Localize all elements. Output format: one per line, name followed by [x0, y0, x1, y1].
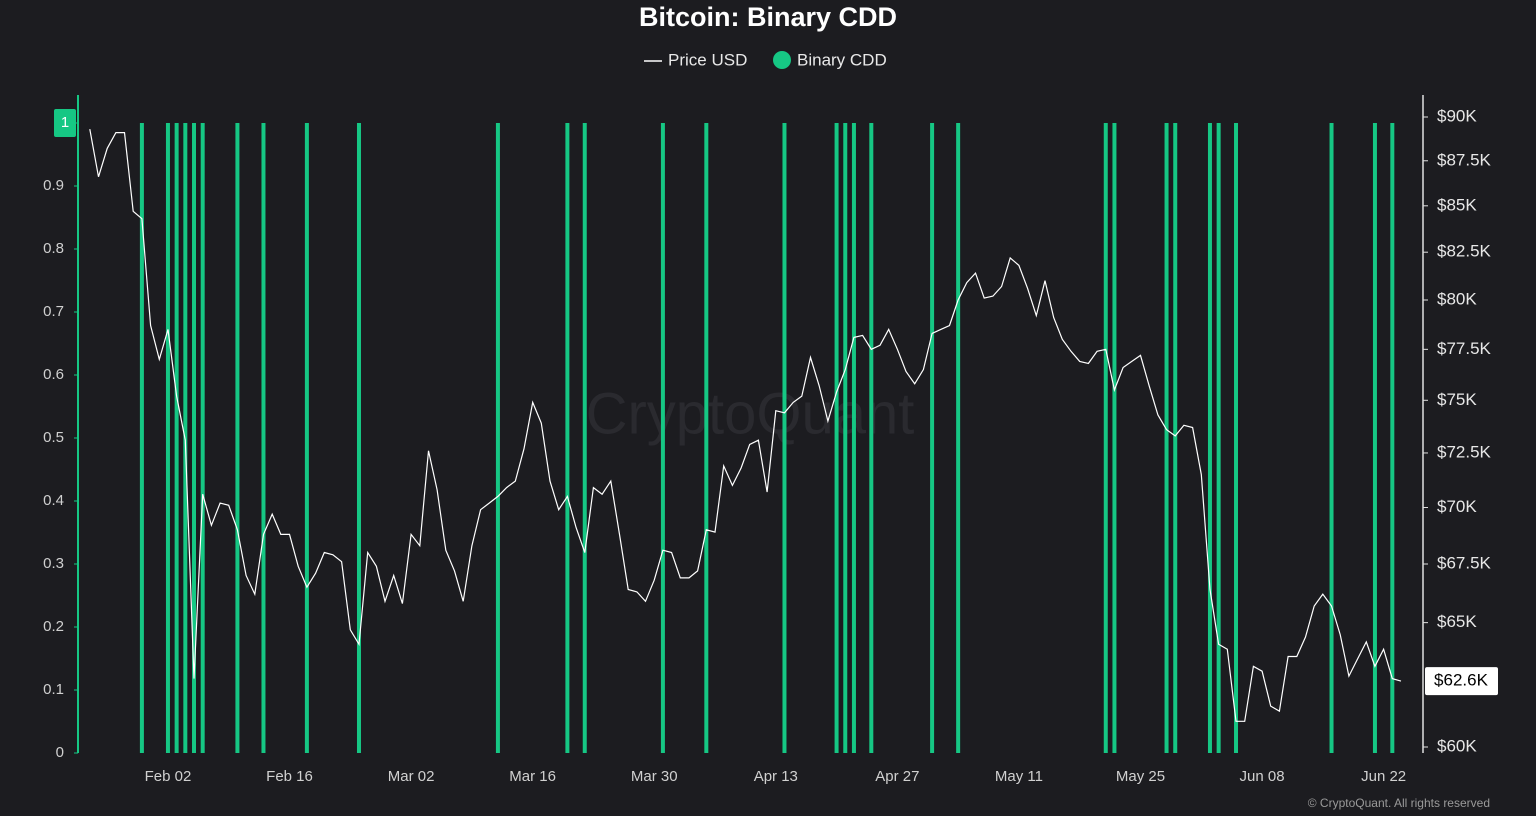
cdd-bar [869, 123, 874, 753]
cdd-bar [139, 123, 144, 753]
y-tick-highlight [54, 109, 76, 137]
y-tick-label: 0.9 [43, 177, 64, 194]
watermark: CryptoQuant [586, 381, 915, 446]
x-tick-label: Feb 02 [145, 768, 192, 785]
y2-tick-label: $70K [1437, 497, 1477, 516]
price-line [89, 128, 1402, 722]
y-tick-label: 0.2 [43, 618, 64, 635]
y-tick-label: 0.3 [43, 555, 64, 572]
y2-tick-label: $85K [1437, 195, 1477, 214]
chart-title: Bitcoin: Binary CDD [639, 2, 897, 32]
y2-tick-label: $77.5K [1437, 339, 1492, 358]
cdd-bar [956, 123, 961, 753]
cdd-bar [704, 123, 709, 753]
x-tick-label: Mar 16 [509, 768, 556, 785]
y2-tick-label: $65K [1437, 612, 1477, 631]
y2-tick-label: $80K [1437, 289, 1477, 308]
cdd-bar [1372, 123, 1377, 753]
cdd-bar [1112, 123, 1117, 753]
cdd-bar [174, 123, 179, 753]
cdd-bar [192, 123, 197, 753]
legend: Price USD Binary CDD [644, 50, 887, 69]
y2-tick-label: $60K [1437, 736, 1477, 755]
legend-label: Price USD [668, 50, 747, 69]
legend-label: Binary CDD [797, 50, 887, 69]
y-tick-label: 0.6 [43, 366, 64, 383]
cdd-bar [1390, 123, 1395, 753]
x-tick-label: May 11 [995, 768, 1043, 785]
cdd-bar [1216, 123, 1221, 753]
y2-tick-label: $82.5K [1437, 242, 1492, 261]
y-tick-label: 1 [61, 114, 69, 131]
x-tick-label: Apr 13 [754, 768, 798, 785]
x-tick-label: Jun 08 [1240, 768, 1285, 785]
cdd-bar [565, 123, 570, 753]
footer: © CryptoQuant. All rights reserved [1308, 796, 1490, 810]
y-tick-label: 0.7 [43, 303, 64, 320]
last-value-box [1425, 667, 1498, 696]
cdd-bar [843, 123, 848, 753]
cdd-bar [235, 123, 240, 753]
cdd-bar [200, 123, 205, 753]
y2-tick-label: $67.5K [1437, 553, 1492, 572]
x-tick-label: Feb 16 [266, 768, 313, 785]
cdd-bar [1329, 123, 1334, 753]
cdd-bar [356, 123, 361, 753]
x-tick-label: Mar 30 [631, 768, 678, 785]
cdd-bar [582, 123, 587, 753]
last-value-label: $62.6K [1434, 671, 1489, 690]
y2-tick-label: $87.5K [1437, 150, 1492, 169]
cdd-bar [1207, 123, 1212, 753]
cdd-bar [851, 123, 856, 753]
cdd-bar [165, 123, 170, 753]
cdd-bar [1103, 123, 1108, 753]
cdd-bar [1173, 123, 1178, 753]
legend-dot [773, 51, 791, 69]
cdd-bar [1164, 123, 1169, 753]
x-tick-label: May 25 [1116, 768, 1165, 785]
x-tick-label: Mar 02 [388, 768, 435, 785]
x-tick-label: Apr 27 [875, 768, 919, 785]
y-tick-label: 0.4 [43, 492, 64, 509]
y-tick-label: 0 [56, 744, 64, 761]
cdd-bar [261, 123, 266, 753]
cdd-bar [1234, 123, 1239, 753]
cdd-bar [304, 123, 309, 753]
cdd-bar [834, 123, 839, 753]
y-tick-label: 0.8 [43, 240, 64, 257]
y2-tick-label: $75K [1437, 390, 1477, 409]
cdd-bar [660, 123, 665, 753]
y-tick-label: 0.5 [43, 429, 64, 446]
y2-tick-label: $90K [1437, 106, 1477, 125]
y2-tick-label: $72.5K [1437, 442, 1492, 461]
y-tick-label: 0.1 [43, 681, 64, 698]
cdd-bar [495, 123, 500, 753]
x-tick-label: Jun 22 [1361, 768, 1406, 785]
cdd-bar [930, 123, 935, 753]
cdd-bar [782, 123, 787, 753]
